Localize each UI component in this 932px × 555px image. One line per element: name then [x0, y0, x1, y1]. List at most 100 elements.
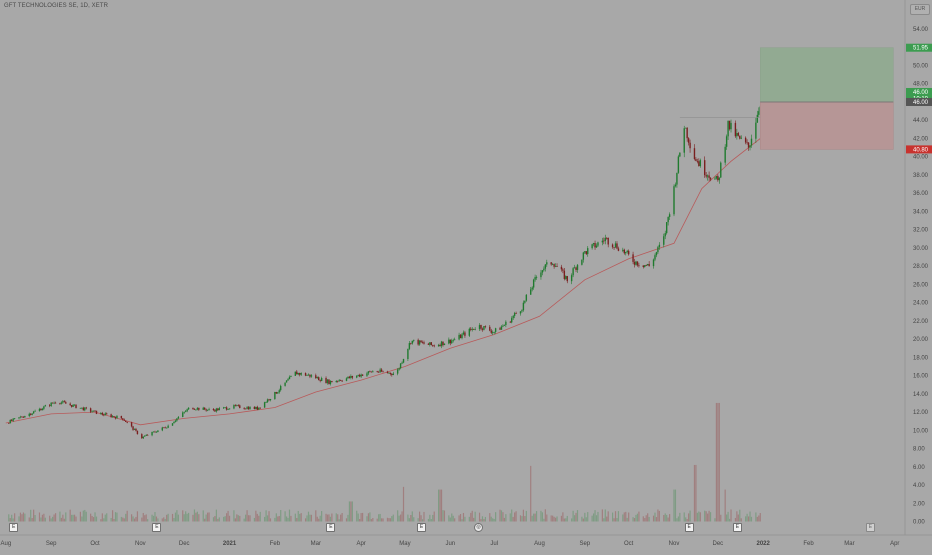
- volume-bar: [490, 516, 492, 522]
- dividend-marker[interactable]: ◎: [474, 523, 484, 532]
- candle-body: [654, 255, 656, 260]
- volume-bar: [84, 509, 86, 522]
- volume-bar: [366, 516, 368, 522]
- candle-body: [100, 413, 102, 414]
- volume-bar: [79, 511, 82, 522]
- volume-bar: [413, 517, 415, 522]
- candle-body: [347, 376, 349, 379]
- volume-bar: [65, 512, 67, 522]
- candle-body: [278, 390, 280, 393]
- volume-bar: [54, 513, 57, 522]
- volume-bar: [101, 513, 103, 522]
- candle-body: [622, 249, 624, 251]
- candle-body: [502, 325, 504, 327]
- earnings-marker[interactable]: E: [417, 523, 427, 532]
- time-tick-label: Sep: [46, 541, 57, 547]
- volume-bar: [560, 515, 563, 522]
- volume-bar: [243, 518, 245, 522]
- candle-body: [474, 329, 476, 330]
- volume-bar: [502, 512, 504, 522]
- candle-body: [749, 145, 751, 148]
- volume-bar: [234, 518, 236, 522]
- candle-body: [391, 373, 393, 375]
- earnings-marker[interactable]: E: [684, 523, 694, 532]
- volume-bar: [492, 518, 494, 522]
- candle-body: [246, 407, 248, 409]
- candle-body: [408, 343, 411, 349]
- volume-bar: [370, 519, 372, 522]
- candle-body: [206, 409, 209, 411]
- volume-bar: [410, 515, 412, 522]
- volume-bar: [505, 514, 507, 522]
- candle-body: [535, 277, 538, 278]
- candle-body: [338, 380, 340, 382]
- candle-body: [320, 377, 323, 382]
- price-tick-label: 42.00: [913, 136, 929, 142]
- volume-bar: [573, 515, 576, 522]
- candle-body: [484, 326, 487, 327]
- candle-body: [478, 325, 481, 330]
- volume-bar: [451, 513, 453, 522]
- candle-body: [433, 345, 435, 347]
- earnings-marker[interactable]: E: [326, 523, 336, 532]
- earnings-marker[interactable]: E: [9, 523, 19, 532]
- volume-bar: [676, 518, 678, 522]
- volume-bar: [9, 518, 11, 522]
- candle-body: [249, 406, 251, 410]
- candle-body: [611, 244, 614, 248]
- candle-body: [665, 222, 668, 234]
- volume-bar: [531, 515, 533, 522]
- volume-bar: [125, 513, 127, 522]
- candle-body: [12, 418, 14, 421]
- volume-bar: [269, 518, 272, 522]
- candle-body: [184, 411, 187, 412]
- candle-body: [636, 261, 639, 266]
- volume-bar: [278, 516, 280, 522]
- candle-body: [182, 412, 184, 417]
- volume-bar: [318, 518, 320, 522]
- price-tick-label: 12.00: [913, 410, 929, 416]
- earnings-marker[interactable]: E: [152, 523, 162, 532]
- volume-bar: [699, 512, 701, 522]
- candle-body: [730, 122, 732, 130]
- volume-bar: [667, 517, 669, 522]
- candle-body: [236, 405, 238, 406]
- price-tick-label: 32.00: [913, 228, 929, 234]
- candle-body: [244, 408, 247, 410]
- candle-body: [420, 340, 422, 343]
- candle-body: [372, 371, 374, 373]
- candle-body: [122, 418, 124, 420]
- volume-bar: [704, 510, 706, 522]
- candle-body: [427, 343, 430, 345]
- volume-bar: [740, 518, 742, 522]
- volume-bar: [483, 519, 485, 522]
- candle-body: [560, 266, 563, 270]
- candle-body: [489, 326, 491, 331]
- candle-body: [389, 372, 392, 374]
- volume-bar: [543, 518, 545, 522]
- candle-body: [21, 416, 23, 418]
- earnings-marker[interactable]: E: [865, 523, 875, 532]
- candle-body: [704, 160, 706, 176]
- price-tick-label: 14.00: [913, 392, 929, 398]
- volume-bar: [90, 513, 92, 522]
- volume-bar: [161, 518, 163, 522]
- volume-bar: [511, 509, 513, 522]
- candle-body: [667, 216, 669, 223]
- volume-bar: [625, 511, 627, 522]
- candle-body: [208, 408, 210, 410]
- currency-selector[interactable]: EUR: [910, 4, 930, 15]
- volume-bar: [304, 518, 307, 522]
- candle-body: [9, 419, 11, 424]
- candle-body: [40, 408, 42, 411]
- volume-bar: [73, 514, 76, 522]
- volume-bar: [214, 516, 216, 522]
- candle-body: [32, 411, 35, 414]
- candle-body: [187, 407, 190, 410]
- earnings-marker[interactable]: E: [732, 523, 742, 532]
- candle-body: [594, 243, 596, 248]
- volume-bar: [616, 518, 618, 522]
- volume-bar: [380, 518, 383, 522]
